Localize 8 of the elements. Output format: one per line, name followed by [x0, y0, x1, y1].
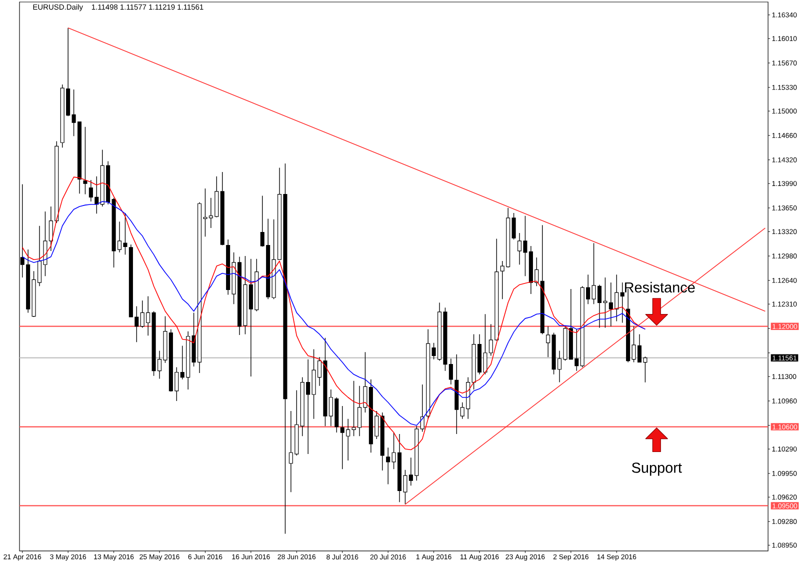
candlestick	[454, 354, 459, 434]
annotation: Support	[632, 462, 682, 476]
candlestick	[380, 412, 384, 471]
candlestick	[420, 384, 424, 432]
candlestick	[220, 172, 224, 245]
candlestick	[83, 126, 88, 195]
candlestick	[540, 224, 544, 335]
candlestick	[620, 282, 624, 324]
